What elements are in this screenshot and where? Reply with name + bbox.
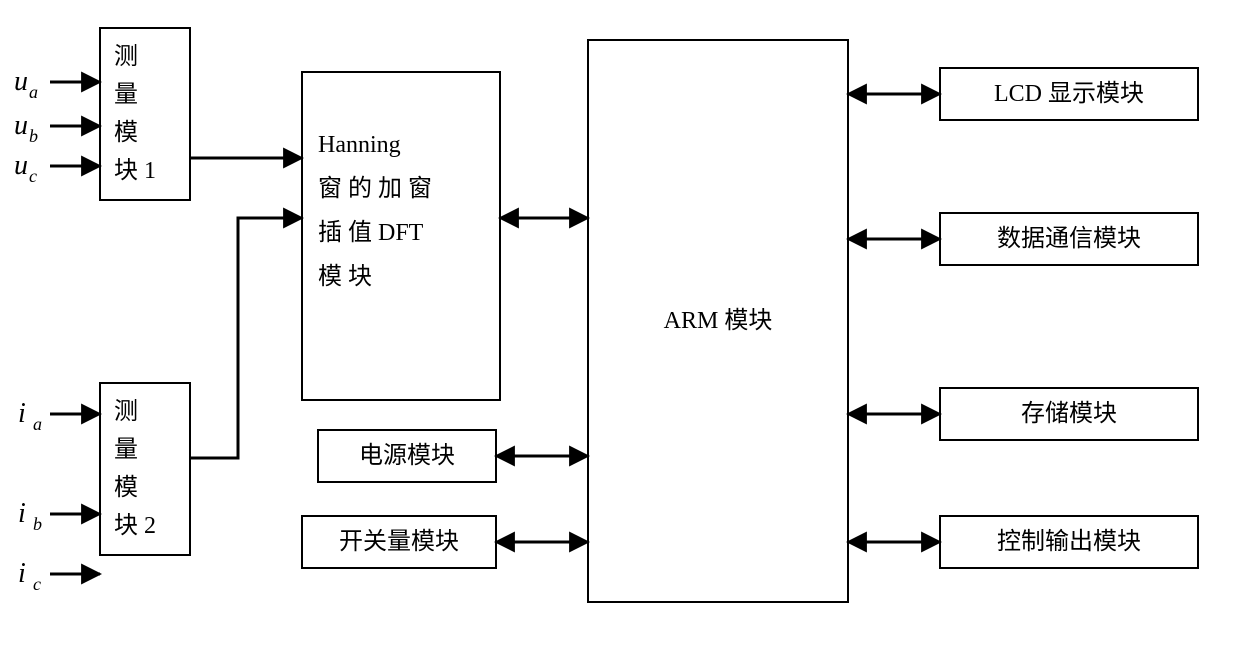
input-ib: ib xyxy=(18,498,42,534)
box-comm-label: 数据通信模块 xyxy=(997,225,1141,252)
box-switch-label: 开关量模块 xyxy=(339,528,459,555)
box-power: 电源模块 xyxy=(318,430,496,482)
box-meas1-label: 测 xyxy=(114,43,138,70)
box-hanning-label: 插 值 DFT xyxy=(318,219,424,246)
block-diagram: 测量模块 1测量模块 2Hanning窗 的 加 窗插 值 DFT模 块电源模块… xyxy=(0,0,1240,647)
box-meas1-label: 模 xyxy=(114,119,138,146)
input-ia: ia xyxy=(18,398,42,434)
svg-text:a: a xyxy=(33,414,42,434)
box-power-label: 电源模块 xyxy=(359,442,455,469)
box-meas2: 测量模块 2 xyxy=(100,383,190,555)
input-uc: uc xyxy=(14,150,37,186)
box-lcd-label: LCD 显示模块 xyxy=(994,80,1144,107)
box-hanning-label: 窗 的 加 窗 xyxy=(318,175,432,202)
box-hanning: Hanning 窗 的 加 窗插 值 DFT 模 块 xyxy=(302,72,500,400)
svg-text:u: u xyxy=(14,110,28,141)
svg-text:c: c xyxy=(29,166,37,186)
svg-text:u: u xyxy=(14,150,28,181)
svg-text:a: a xyxy=(29,82,38,102)
box-hanning-label: 模 块 xyxy=(318,263,372,290)
box-meas2-label: 量 xyxy=(114,437,138,463)
box-meas2-label: 测 xyxy=(114,398,138,425)
box-meas2-label: 模 xyxy=(114,474,138,501)
svg-text:i: i xyxy=(18,558,26,589)
arrow-meas2-hanning xyxy=(190,218,302,458)
svg-text:c: c xyxy=(33,574,41,594)
box-switch: 开关量模块 xyxy=(302,516,496,568)
svg-text:i: i xyxy=(18,398,26,429)
box-ctrl: 控制输出模块 xyxy=(940,516,1198,568)
box-ctrl-label: 控制输出模块 xyxy=(997,528,1141,555)
box-arm: ARM 模块 xyxy=(588,40,848,602)
box-hanning-label: Hanning xyxy=(318,132,401,158)
box-meas1: 测量模块 1 xyxy=(100,28,190,200)
svg-text:u: u xyxy=(14,66,28,97)
box-meas1-label: 量 xyxy=(114,82,138,108)
box-arm-label: ARM 模块 xyxy=(664,307,773,334)
svg-text:b: b xyxy=(33,514,42,534)
svg-text:b: b xyxy=(29,126,38,146)
box-storage: 存储模块 xyxy=(940,388,1198,440)
box-storage-label: 存储模块 xyxy=(1021,400,1117,427)
svg-text:i: i xyxy=(18,498,26,529)
input-ub: ub xyxy=(14,110,38,146)
input-ic: ic xyxy=(18,558,41,594)
box-meas2-label: 块 2 xyxy=(114,512,156,539)
input-ua: ua xyxy=(14,66,38,102)
box-meas1-label: 块 1 xyxy=(114,157,156,184)
box-lcd: LCD 显示模块 xyxy=(940,68,1198,120)
box-comm: 数据通信模块 xyxy=(940,213,1198,265)
